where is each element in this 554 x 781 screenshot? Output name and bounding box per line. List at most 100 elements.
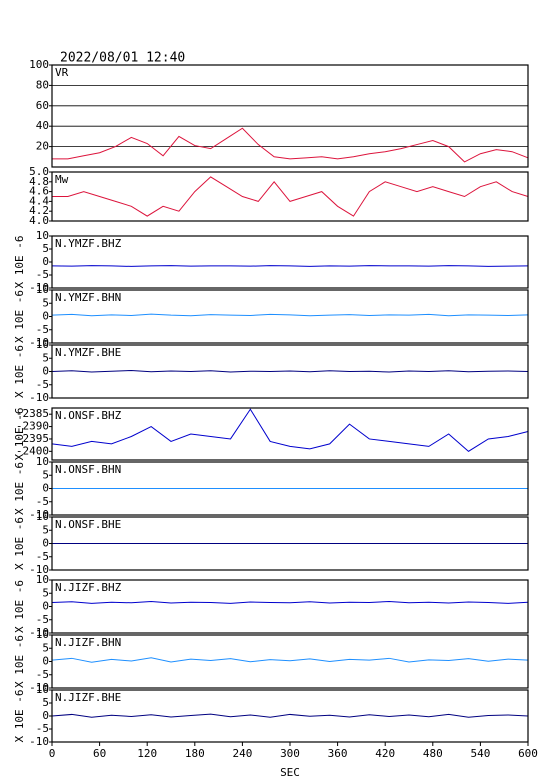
y-tick-label: 4.4: [29, 194, 49, 207]
x-tick-label: 180: [185, 747, 205, 760]
y-axis-label: X 10E -6: [13, 580, 26, 633]
y-tick-label: -10: [29, 735, 49, 748]
y-tick-label: 10: [36, 510, 49, 523]
y-tick-label: 5: [42, 296, 49, 309]
y-tick-label: 0: [42, 255, 49, 268]
y-tick-label: 10: [36, 628, 49, 641]
y-tick-label: -10: [29, 626, 49, 639]
x-tick-label: 60: [93, 747, 106, 760]
y-tick-label: -5: [36, 495, 49, 508]
panel-label: N.ONSF.BHZ: [55, 409, 122, 422]
y-tick-label: -5: [36, 613, 49, 626]
data-line: [52, 127, 529, 163]
y-axis-label: X 10E -6: [13, 408, 26, 461]
x-tick-label: 120: [137, 747, 157, 760]
y-tick-label: -5: [36, 722, 49, 735]
x-tick-label: 540: [470, 747, 490, 760]
y-tick-label: 0: [42, 482, 49, 495]
y-tick-label: 5: [42, 641, 49, 654]
chart-title: 2022/08/01 12:40: [60, 51, 185, 66]
y-tick-label: -10: [29, 563, 49, 576]
y-tick-label: -2395: [16, 432, 49, 445]
x-tick-label: 240: [232, 747, 252, 760]
panel-label: N.YMZF.BHN: [55, 291, 121, 304]
y-tick-label: 5: [42, 696, 49, 709]
x-tick-label: 600: [518, 747, 538, 760]
y-tick-label: 0: [42, 655, 49, 668]
y-tick-label: -5: [36, 378, 49, 391]
data-line: [52, 176, 529, 217]
x-tick-label: 0: [49, 747, 56, 760]
y-tick-label: -10: [29, 681, 49, 694]
y-tick-label: 4.0: [29, 214, 49, 227]
y-axis-label: X 10E -6: [13, 690, 26, 743]
y-axis-label: X 10E -6: [13, 290, 26, 343]
y-tick-label: 10: [36, 573, 49, 586]
panel-label: N.JIZF.BHE: [55, 691, 121, 704]
y-tick-label: 5: [42, 468, 49, 481]
y-tick-label: 10: [36, 683, 49, 696]
data-line: [51, 600, 529, 604]
y-tick-label: 0: [42, 600, 49, 613]
x-tick-label: 360: [328, 747, 348, 760]
y-tick-label: -5: [36, 323, 49, 336]
data-line: [51, 265, 529, 267]
y-tick-label: 10: [36, 455, 49, 468]
y-tick-label: 40: [36, 119, 49, 132]
data-line: [51, 313, 529, 317]
y-tick-label: -2385: [16, 407, 49, 420]
panel-frame: [51, 461, 529, 516]
y-tick-label: -5: [36, 268, 49, 281]
x-tick-label: 300: [280, 747, 300, 760]
y-tick-label: 60: [36, 99, 49, 112]
y-tick-label: 0: [42, 365, 49, 378]
y-tick-label: 5: [42, 523, 49, 536]
y-tick-label: -5: [36, 550, 49, 563]
y-tick-label: -2390: [16, 420, 49, 433]
y-tick-label: 4.2: [29, 204, 49, 217]
panel-frame: [51, 516, 529, 571]
x-tick-label: 480: [423, 747, 443, 760]
panel-label: N.JIZF.BHN: [55, 636, 121, 649]
y-axis-label: X 10E -6: [13, 236, 26, 289]
y-tick-label: -10: [29, 391, 49, 404]
y-tick-label: 0: [42, 537, 49, 550]
y-tick-label: 5: [42, 351, 49, 364]
panel-label: N.JIZF.BHZ: [55, 581, 122, 594]
panel-frame: [51, 289, 529, 344]
panel-label: Mw: [55, 173, 69, 186]
y-tick-label: 10: [36, 283, 49, 296]
y-tick-label: -2400: [16, 444, 49, 457]
y-tick-label: 5: [42, 242, 49, 255]
panel-frame: [51, 579, 529, 634]
y-tick-label: -5: [36, 668, 49, 681]
data-line: [51, 713, 529, 718]
panel-frame: [51, 235, 529, 289]
y-tick-label: 0: [42, 310, 49, 323]
data-line: [51, 369, 529, 373]
y-tick-label: 100: [29, 58, 49, 71]
panel-label: N.ONSF.BHE: [55, 518, 121, 531]
y-tick-label: 4.8: [29, 175, 49, 188]
y-tick-label: 5.0: [29, 165, 49, 178]
panel-frame: [51, 171, 529, 222]
x-tick-label: 420: [375, 747, 395, 760]
data-line: [51, 657, 529, 663]
y-axis-label: X 10E -6: [13, 517, 26, 570]
x-axis-label: SEC: [280, 766, 300, 779]
panel-label: N.ONSF.BHN: [55, 463, 121, 476]
y-tick-label: 10: [36, 338, 49, 351]
panel-label: N.YMZF.BHE: [55, 346, 121, 359]
y-axis-label: X 10E -6: [13, 345, 26, 398]
y-tick-label: 80: [36, 78, 49, 91]
panel-label: N.YMZF.BHZ: [55, 237, 122, 250]
panel-frame: [51, 634, 529, 689]
panel-frame: [51, 64, 529, 168]
y-tick-label: 10: [36, 229, 49, 242]
panel-label: VR: [55, 66, 69, 79]
panel-frame: [51, 344, 529, 399]
y-axis-label: X 10E -6: [13, 635, 26, 688]
y-tick-label: 4.6: [29, 185, 49, 198]
y-tick-label: -10: [29, 508, 49, 521]
